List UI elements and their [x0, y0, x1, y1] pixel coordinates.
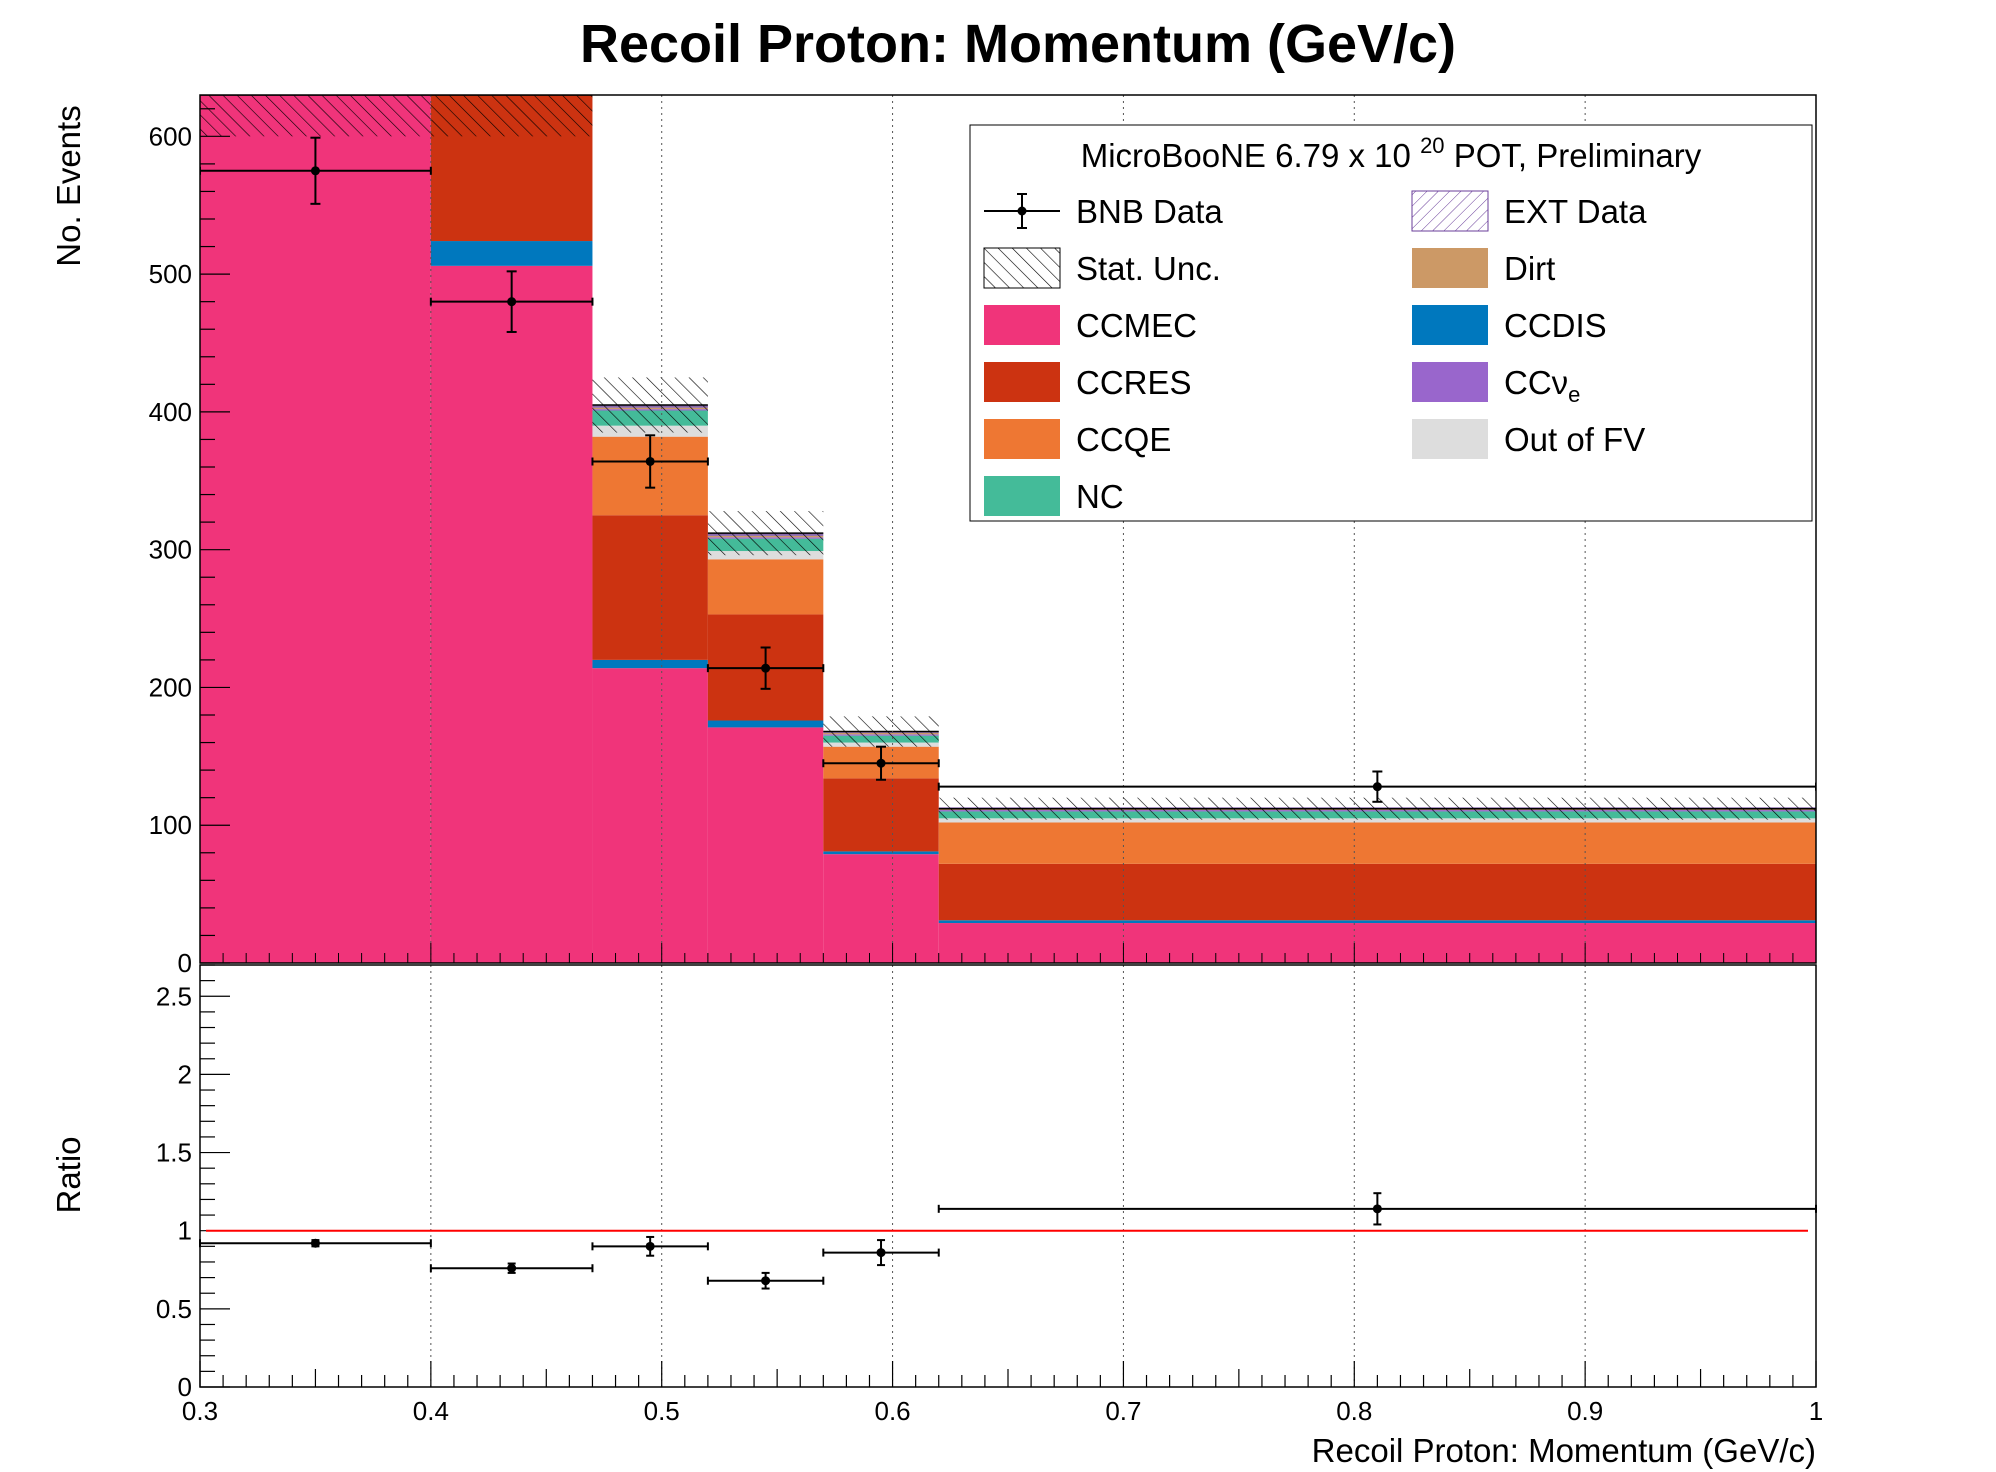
bar-ccdis [592, 659, 708, 669]
ratio-point [876, 1248, 886, 1258]
legend: MicroBooNE 6.79 x 10 20 POT, Preliminary… [969, 124, 1813, 522]
bottom-plot-frame [199, 964, 1817, 1388]
data-point [1372, 782, 1382, 792]
ratio-point [761, 1276, 771, 1286]
legend-label: CCRES [1076, 364, 1192, 401]
bar-out-of-fv [938, 818, 1816, 823]
legend-label: CCMEC [1076, 307, 1197, 344]
x-tick-label: 0.5 [644, 1396, 680, 1426]
bottom-y-tick-label: 1 [178, 1216, 192, 1246]
data-point [310, 166, 320, 176]
legend-swatch [1412, 362, 1488, 402]
bottom-y-tick-label: 2.5 [156, 981, 192, 1011]
legend-entry-ext: EXT Data [1411, 190, 1647, 232]
bar-ccqe [938, 822, 1816, 864]
top-y-tick-label: 0 [178, 948, 192, 978]
legend-entry-bnb: BNB Data [984, 193, 1223, 230]
bar-ccres [938, 863, 1816, 921]
top-y-axis-label: No. Events [50, 105, 87, 266]
legend-swatch [984, 476, 1060, 516]
bar-ccmec [200, 95, 431, 963]
x-tick-label: 0.4 [413, 1396, 449, 1426]
legend-swatch [1411, 190, 1489, 232]
x-tick-label: 0.9 [1567, 1396, 1603, 1426]
bar-ccdis [430, 241, 593, 266]
data-point [507, 297, 517, 307]
top-y-tick-label: 200 [149, 672, 192, 702]
legend-swatch [1412, 248, 1488, 288]
ratio-point [310, 1238, 320, 1248]
bar-ccmec [430, 265, 593, 963]
x-tick-label: 1 [1809, 1396, 1823, 1426]
legend-entry-ccmec: CCMEC [984, 305, 1197, 345]
legend-swatch [984, 362, 1060, 402]
legend-entry-oofv: Out of FV [1412, 419, 1645, 459]
legend-label: NC [1076, 478, 1124, 515]
legend-header: MicroBooNE 6.79 x 10 20 POT, Preliminary [1081, 133, 1702, 174]
x-tick-label: 0.7 [1105, 1396, 1141, 1426]
legend-label: CCDIS [1504, 307, 1607, 344]
top-y-tick-label: 600 [149, 121, 192, 151]
legend-entry-nc: NC [984, 476, 1124, 516]
bottom-y-tick-label: 0.5 [156, 1294, 192, 1324]
legend-entry-stat: Stat. Unc. [983, 247, 1221, 289]
legend-label: Dirt [1504, 250, 1555, 287]
x-axis-label: Recoil Proton: Momentum (GeV/c) [1312, 1432, 1816, 1469]
ratio-point [1372, 1204, 1382, 1214]
legend-marker-dot [1017, 206, 1027, 216]
legend-label: Out of FV [1504, 421, 1645, 458]
ratio-point [507, 1263, 517, 1273]
bar-ccmec [707, 727, 824, 963]
bar-ccmec [823, 854, 939, 963]
top-y-tick-label: 500 [149, 259, 192, 289]
legend-entry-ccres: CCRES [984, 362, 1192, 402]
legend-entry-ccqe: CCQE [984, 419, 1171, 459]
bnb-data-points [200, 136, 1816, 803]
bar-ccres [823, 778, 939, 852]
x-tick-label: 0.6 [874, 1396, 910, 1426]
top-y-tick-label: 100 [149, 810, 192, 840]
bar-ccdis [707, 720, 824, 728]
bottom-y-tick-label: 2 [178, 1059, 192, 1089]
legend-label: EXT Data [1504, 193, 1647, 230]
x-tick-label: 0.3 [182, 1396, 218, 1426]
bar-ccdis [823, 851, 939, 855]
stat-unc-band [430, 95, 593, 137]
bar-ccmec [592, 668, 708, 963]
legend-swatch [984, 419, 1060, 459]
data-point [876, 758, 886, 768]
bottom-y-tick-label: 1.5 [156, 1138, 192, 1168]
legend-swatch [1412, 419, 1488, 459]
legend-label: Stat. Unc. [1076, 250, 1221, 287]
stacked-histogram [200, 95, 1816, 963]
top-y-tick-label: 400 [149, 397, 192, 427]
bar-ccqe [707, 559, 824, 615]
legend-label: CCνe [1504, 364, 1580, 407]
data-point [645, 456, 655, 466]
legend-label: CCQE [1076, 421, 1171, 458]
legend-entry-ccdis: CCDIS [1412, 305, 1607, 345]
legend-swatch [1412, 305, 1488, 345]
data-point [761, 663, 771, 673]
top-plot-area: 0 100 200 300 400 500 600 [149, 94, 1817, 978]
legend-entry-dirt: Dirt [1412, 248, 1555, 288]
legend-label: BNB Data [1076, 193, 1223, 230]
chart-title: Recoil Proton: Momentum (GeV/c) [580, 14, 1456, 74]
bar-ccdis [938, 920, 1816, 924]
legend-box [969, 124, 1813, 522]
top-y-tick-label: 300 [149, 535, 192, 565]
ratio-point [645, 1241, 655, 1251]
legend-swatch [983, 247, 1061, 289]
ratio-plot-area: 0 0.5 1 1.5 2 2.5 0.3 0.4 0.5 0.6 0.7 0.8 0.9 1 [156, 964, 1823, 1426]
bottom-y-tick-label: 0 [178, 1372, 192, 1402]
bottom-y-axis-label: Ratio [50, 1136, 87, 1213]
legend-entry-ccnue: CCνe [1412, 362, 1580, 407]
bar-ccres [592, 515, 708, 660]
legend-swatch [984, 305, 1060, 345]
x-tick-label: 0.8 [1336, 1396, 1372, 1426]
stat-unc-band [200, 95, 431, 137]
